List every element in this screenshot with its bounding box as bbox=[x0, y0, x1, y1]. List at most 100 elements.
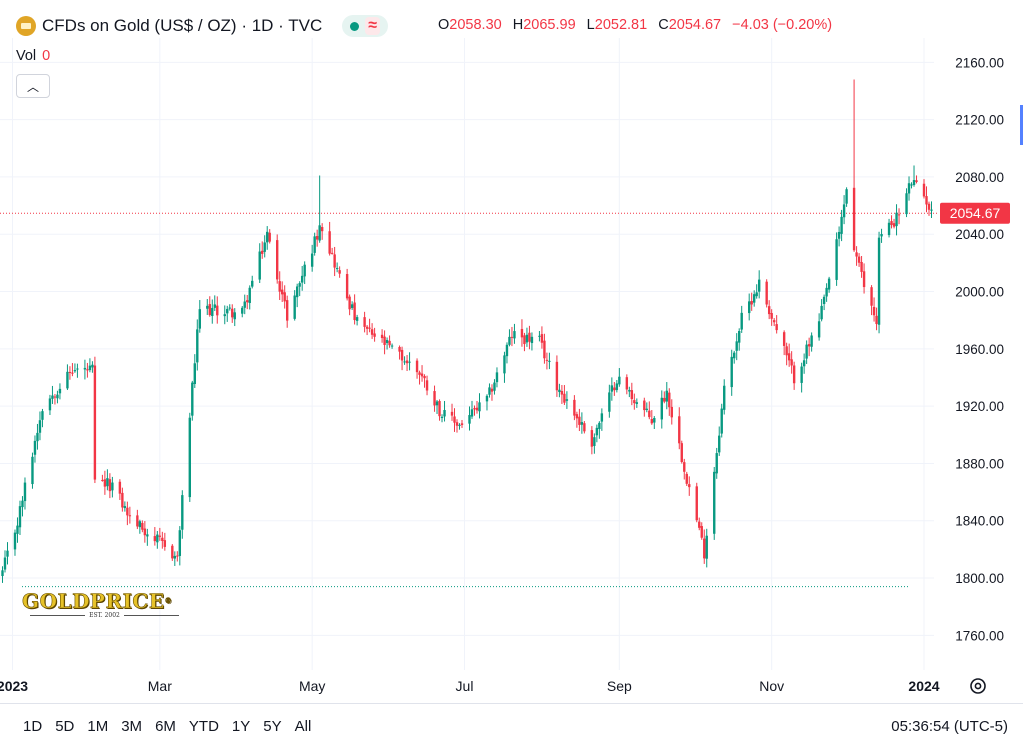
price-tick-label: 2080.00 bbox=[955, 170, 1004, 185]
candle bbox=[420, 365, 424, 382]
candle bbox=[862, 263, 866, 294]
candle-body bbox=[18, 506, 22, 528]
candle-body bbox=[368, 327, 371, 329]
candle bbox=[912, 165, 916, 187]
price-tick-label: 1800.00 bbox=[955, 571, 1004, 586]
candle bbox=[688, 476, 691, 496]
candle-body bbox=[405, 360, 409, 364]
range-button-6m[interactable]: 6M bbox=[155, 718, 176, 735]
candle-body bbox=[723, 385, 726, 410]
range-button-5d[interactable]: 5D bbox=[55, 718, 75, 735]
price-tick-label: 2040.00 bbox=[955, 227, 1004, 242]
candle-body bbox=[383, 336, 386, 345]
price-axis[interactable]: 1760.00 1800.00 1840.00 1880.00 1920.00 1960.… bbox=[955, 55, 1004, 643]
range-button-1m[interactable]: 1M bbox=[87, 718, 109, 735]
low-key: L bbox=[586, 17, 595, 33]
price-tick-label: 1840.00 bbox=[955, 514, 1004, 529]
candle bbox=[423, 374, 426, 388]
range-button-1y[interactable]: 1Y bbox=[231, 718, 251, 735]
candle-body bbox=[852, 187, 856, 251]
candle bbox=[678, 407, 681, 450]
candle bbox=[490, 384, 494, 401]
wave-icon: ≈ bbox=[365, 17, 381, 35]
candle bbox=[41, 408, 44, 428]
candle-body bbox=[580, 422, 584, 425]
candle bbox=[370, 323, 374, 339]
candle-body bbox=[855, 252, 858, 257]
candle-body bbox=[298, 283, 301, 287]
range-button-ytd[interactable]: YTD bbox=[188, 718, 219, 735]
candle bbox=[618, 368, 621, 387]
candle-body bbox=[485, 395, 489, 402]
candle-body bbox=[862, 271, 866, 288]
candle bbox=[927, 201, 931, 216]
candle-body bbox=[792, 365, 796, 384]
range-button-5y[interactable]: 5Y bbox=[263, 718, 282, 735]
candle-body bbox=[645, 408, 649, 410]
candle-body bbox=[261, 250, 264, 254]
candle bbox=[685, 471, 688, 486]
candle bbox=[890, 215, 893, 229]
candle bbox=[258, 243, 261, 284]
candle-body bbox=[528, 332, 531, 342]
candle-body bbox=[136, 515, 139, 527]
candle-body bbox=[520, 328, 524, 338]
candle-body bbox=[503, 355, 506, 374]
candle-body bbox=[353, 302, 356, 321]
candle-body bbox=[910, 184, 913, 186]
price-chart[interactable]: 1760.00 1800.00 1840.00 1880.00 1920.00 1960.… bbox=[0, 0, 1023, 703]
candle bbox=[435, 399, 439, 414]
candle bbox=[433, 385, 436, 412]
candle bbox=[330, 247, 334, 255]
candle bbox=[842, 195, 846, 225]
candle-body bbox=[370, 329, 374, 335]
candle-body bbox=[16, 525, 19, 534]
candle bbox=[280, 281, 284, 302]
price-tick-label: 2160.00 bbox=[955, 55, 1004, 70]
candle-body bbox=[83, 367, 87, 370]
candle-body bbox=[310, 253, 314, 267]
candle bbox=[48, 394, 52, 416]
time-axis[interactable]: 2023 Mar May Jul Sep Nov 2024 bbox=[0, 678, 940, 694]
last-price-label-text: 2054.67 bbox=[950, 205, 1001, 221]
candle-body bbox=[767, 306, 771, 315]
candle bbox=[118, 479, 122, 500]
collapse-legend-button[interactable]: ︿ bbox=[16, 74, 50, 98]
candle-body bbox=[880, 234, 883, 237]
candle bbox=[608, 384, 611, 418]
candle-body bbox=[488, 387, 491, 395]
candle-body bbox=[443, 410, 446, 417]
candle bbox=[520, 319, 524, 347]
range-button-3m[interactable]: 3M bbox=[121, 718, 143, 735]
candle bbox=[153, 527, 157, 546]
candle bbox=[475, 400, 479, 414]
symbol-title[interactable]: CFDs on Gold (US$ / OZ) · 1D · TVC bbox=[42, 16, 323, 35]
candle-body bbox=[523, 335, 526, 345]
candle bbox=[575, 411, 579, 428]
candle-body bbox=[173, 555, 177, 559]
candle-body bbox=[770, 313, 773, 319]
candle bbox=[285, 295, 289, 328]
candle-body bbox=[206, 305, 209, 309]
scroll-handle[interactable] bbox=[1020, 105, 1023, 145]
candle-body bbox=[138, 521, 142, 528]
clock[interactable]: 05:36:54 (UTC-5) bbox=[891, 718, 1008, 735]
candle-body bbox=[820, 305, 823, 320]
range-selector: 1D 5D 1M 3M 6M YTD 1Y 5Y All bbox=[22, 718, 312, 735]
candle bbox=[723, 379, 726, 415]
candle-body bbox=[715, 453, 718, 474]
range-button-all[interactable]: All bbox=[294, 718, 312, 735]
time-tick-label: Nov bbox=[759, 678, 784, 694]
range-button-1d[interactable]: 1D bbox=[23, 718, 43, 735]
candle bbox=[648, 401, 651, 420]
candle bbox=[21, 496, 24, 517]
candle-body bbox=[300, 275, 304, 283]
market-status-pill[interactable]: ≈ bbox=[342, 15, 389, 37]
candle bbox=[825, 283, 828, 302]
candle bbox=[440, 414, 444, 423]
candle bbox=[630, 382, 634, 406]
gear-icon[interactable] bbox=[970, 678, 986, 694]
candle-body bbox=[318, 225, 321, 241]
candle-body bbox=[363, 317, 366, 327]
candle-body bbox=[822, 296, 826, 305]
